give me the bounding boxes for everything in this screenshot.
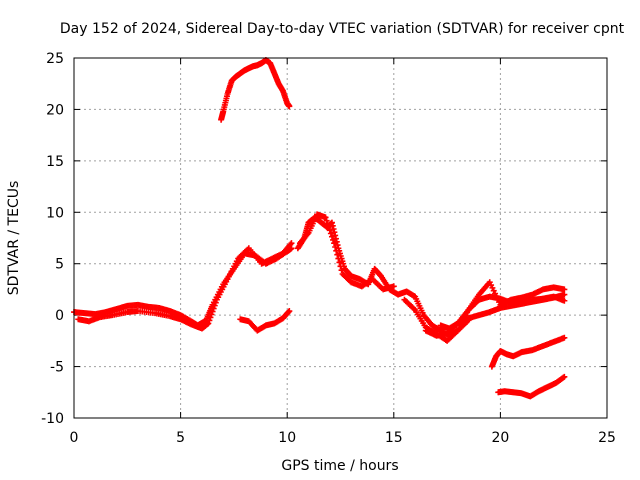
y-tick-label: 25 xyxy=(46,51,64,67)
data-point xyxy=(331,240,338,247)
series-arc-mid-low xyxy=(237,308,293,334)
y-axis-ticks: -10 -5 0 5 10 15 20 25 xyxy=(41,51,607,427)
y-tick-label: 20 xyxy=(46,102,64,118)
series-arc-peak xyxy=(294,214,472,339)
data-point xyxy=(332,244,339,250)
y-tick-label: 0 xyxy=(55,308,64,324)
data-point xyxy=(327,230,334,237)
data-point xyxy=(335,255,342,262)
data-point xyxy=(330,236,337,243)
data-points xyxy=(71,57,568,400)
y-axis-label: SDTVAR / TECUs xyxy=(6,181,22,296)
data-point xyxy=(336,259,343,266)
series-arc-neg7 xyxy=(495,373,568,400)
series-arc-late-3 xyxy=(437,291,568,332)
data-point xyxy=(323,217,330,224)
data-point xyxy=(286,308,293,315)
x-tick-label: 15 xyxy=(385,430,403,446)
data-point xyxy=(211,302,218,309)
data-point xyxy=(334,251,341,258)
data-point xyxy=(207,314,214,321)
data-point xyxy=(337,263,344,270)
data-point xyxy=(338,267,345,274)
series-arc-peak-2 xyxy=(296,211,397,293)
data-point xyxy=(208,311,215,318)
y-tick-label: 5 xyxy=(55,257,64,273)
data-point xyxy=(328,233,335,240)
data-point xyxy=(288,240,295,247)
y-tick-label: 15 xyxy=(46,154,64,170)
x-tick-label: 0 xyxy=(70,430,79,446)
chart-title: Day 152 of 2024, Sidereal Day-to-day VTE… xyxy=(60,21,625,37)
y-tick-label: 10 xyxy=(46,205,64,221)
series-arc-neg5 xyxy=(488,334,568,370)
data-point xyxy=(209,308,216,315)
data-point xyxy=(561,291,568,298)
data-point xyxy=(333,247,340,254)
series-arc-early-2 xyxy=(75,240,295,332)
data-point xyxy=(390,283,397,290)
data-point xyxy=(286,103,293,110)
grid-lines xyxy=(74,58,607,418)
plot-frame xyxy=(73,57,608,419)
series-arc-upper xyxy=(218,57,293,123)
x-axis-ticks: 0 5 10 15 20 25 xyxy=(70,58,616,446)
data-point xyxy=(205,320,212,327)
y-tick-label: -10 xyxy=(41,411,64,427)
x-tick-label: 10 xyxy=(278,430,296,446)
data-point xyxy=(326,227,333,234)
x-tick-label: 25 xyxy=(598,430,616,446)
y-tick-label: -5 xyxy=(50,360,64,376)
x-axis-label: GPS time / hours xyxy=(281,458,398,474)
x-tick-label: 20 xyxy=(491,430,509,446)
data-point xyxy=(561,286,568,293)
data-point xyxy=(212,299,219,306)
data-point xyxy=(210,305,217,312)
data-point xyxy=(324,220,331,227)
data-point xyxy=(206,317,213,324)
data-point xyxy=(325,224,332,231)
data-point xyxy=(561,334,568,341)
data-point xyxy=(322,214,329,221)
x-tick-label: 5 xyxy=(176,430,185,446)
data-point xyxy=(561,297,568,304)
data-point xyxy=(561,373,568,380)
